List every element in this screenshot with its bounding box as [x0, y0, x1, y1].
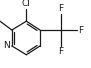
- Text: N: N: [3, 41, 10, 50]
- Text: F: F: [58, 4, 64, 13]
- Text: F: F: [58, 47, 64, 56]
- Text: Cl: Cl: [22, 0, 31, 8]
- Text: F: F: [78, 26, 83, 35]
